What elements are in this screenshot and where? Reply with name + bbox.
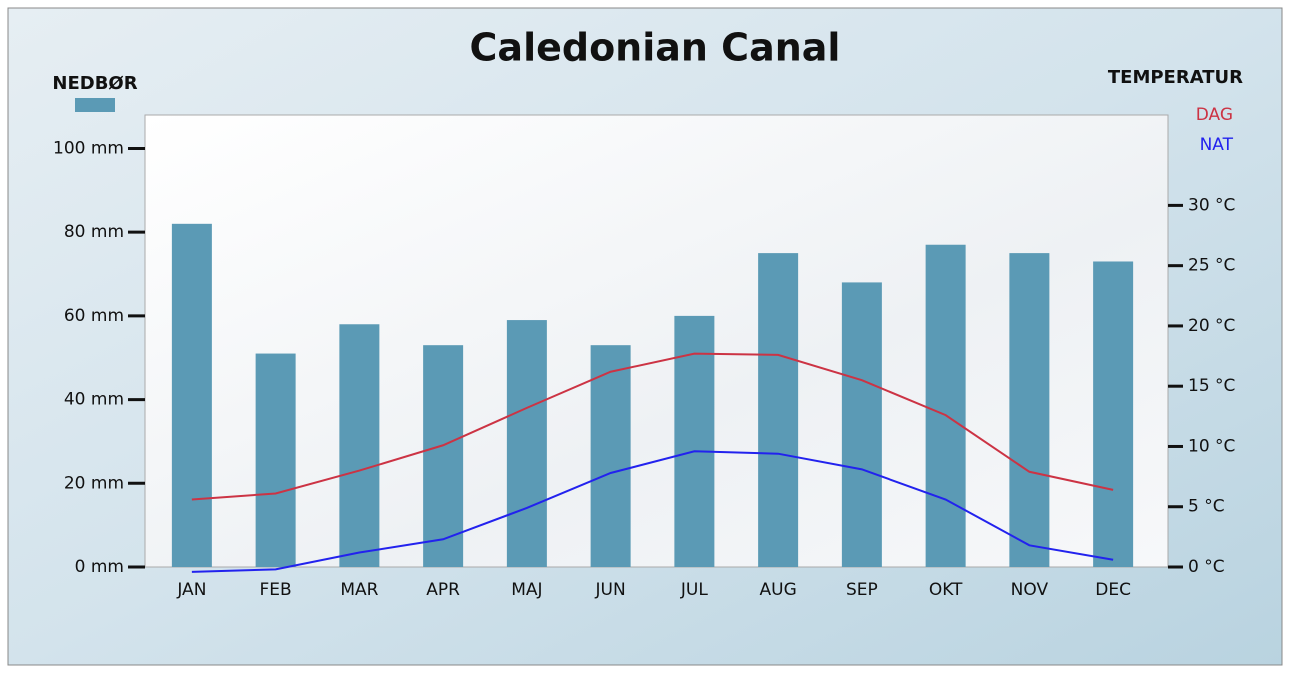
y-tick-label: 0 mm bbox=[75, 557, 124, 577]
bar bbox=[339, 324, 380, 567]
x-tick-label: AUG bbox=[760, 580, 797, 600]
y-tick-label: 20 mm bbox=[64, 473, 124, 493]
legend-label: DAG bbox=[1196, 105, 1233, 125]
x-tick-label: DEC bbox=[1095, 580, 1131, 600]
bar bbox=[1009, 253, 1050, 567]
x-tick-label: JUN bbox=[595, 580, 626, 600]
bar bbox=[841, 282, 882, 567]
y2-tick-label: 0 °C bbox=[1188, 557, 1225, 577]
y2-tick-label: 15 °C bbox=[1188, 376, 1235, 396]
y2-tick-label: 30 °C bbox=[1188, 195, 1235, 215]
legend-label: NEDBØR bbox=[52, 73, 137, 94]
x-tick-label: NOV bbox=[1011, 580, 1049, 600]
legend-swatch bbox=[75, 98, 115, 112]
bar bbox=[1093, 261, 1134, 567]
x-tick-label: JAN bbox=[176, 580, 206, 600]
bar bbox=[590, 345, 631, 567]
bar bbox=[758, 253, 799, 567]
x-tick-label: MAJ bbox=[511, 580, 542, 600]
x-tick-label: SEP bbox=[846, 580, 878, 600]
legend-label: NAT bbox=[1200, 135, 1234, 155]
y2-tick-label: 5 °C bbox=[1188, 497, 1225, 517]
bar bbox=[506, 320, 547, 567]
bar bbox=[674, 315, 715, 567]
chart-title: Caledonian Canal bbox=[470, 26, 841, 70]
y-tick-label: 60 mm bbox=[64, 306, 124, 326]
x-tick-label: JUL bbox=[680, 580, 708, 600]
line bbox=[191, 450, 1114, 573]
bar bbox=[255, 353, 296, 567]
x-tick-label: APR bbox=[426, 580, 460, 600]
x-tick-label: OKT bbox=[929, 580, 963, 600]
y-tick-label: 80 mm bbox=[64, 222, 124, 242]
y2-axis-label: TEMPERATUR bbox=[1108, 67, 1243, 88]
plot-area bbox=[144, 114, 1169, 568]
x-tick-label: FEB bbox=[260, 580, 292, 600]
y2-tick-label: 20 °C bbox=[1188, 316, 1235, 336]
y-tick-label: 100 mm bbox=[53, 138, 124, 158]
line bbox=[191, 352, 1114, 501]
y-tick-label: 40 mm bbox=[64, 390, 124, 410]
x-tick-label: MAR bbox=[340, 580, 378, 600]
y2-tick-label: 10 °C bbox=[1188, 436, 1235, 456]
bar bbox=[925, 244, 966, 568]
bar bbox=[171, 223, 212, 567]
y2-tick-label: 25 °C bbox=[1188, 256, 1235, 276]
bar bbox=[423, 345, 464, 567]
